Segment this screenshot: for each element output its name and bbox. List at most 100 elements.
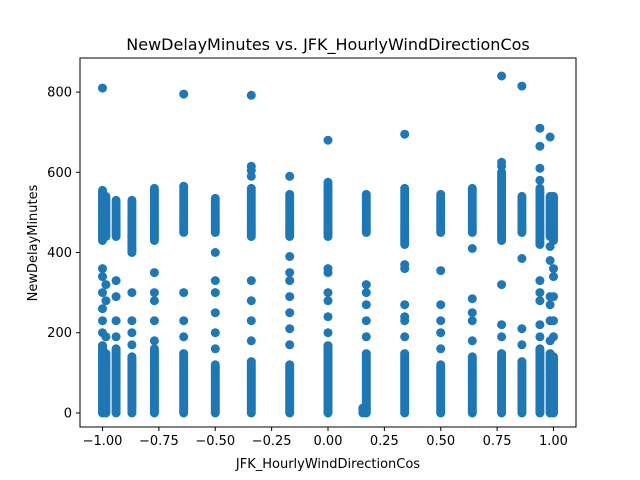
x-tick-label: 0.75 xyxy=(483,434,512,449)
data-point xyxy=(111,276,121,286)
data-point xyxy=(101,191,111,201)
data-point xyxy=(149,183,159,193)
data-point xyxy=(111,332,121,342)
data-point xyxy=(535,332,545,342)
data-point xyxy=(400,332,410,342)
data-point xyxy=(535,320,545,330)
data-point xyxy=(98,264,107,274)
data-point xyxy=(467,183,477,193)
data-point xyxy=(361,300,371,310)
data-point xyxy=(535,175,545,185)
data-point xyxy=(111,316,121,326)
data-point xyxy=(285,308,295,318)
data-point xyxy=(545,132,555,142)
data-point xyxy=(101,349,111,359)
data-point xyxy=(497,71,507,81)
data-point xyxy=(246,357,256,367)
data-point xyxy=(98,83,107,93)
data-point xyxy=(246,336,256,346)
data-point xyxy=(285,276,295,286)
data-point xyxy=(535,163,545,173)
x-tick-label: 0.50 xyxy=(426,434,455,449)
data-point xyxy=(361,332,371,342)
data-point xyxy=(179,316,189,326)
data-point xyxy=(111,195,121,205)
data-point xyxy=(323,135,333,145)
data-point xyxy=(179,181,189,191)
data-point xyxy=(436,360,446,370)
data-point xyxy=(549,272,558,282)
data-point xyxy=(467,336,477,346)
data-point xyxy=(285,324,295,334)
data-point xyxy=(436,189,446,199)
x-tick-label: 1.00 xyxy=(539,434,568,449)
data-point xyxy=(361,316,371,326)
data-point xyxy=(400,312,410,322)
data-point xyxy=(400,183,410,193)
data-point xyxy=(323,328,333,338)
data-point xyxy=(246,296,256,306)
x-tick-label: −0.25 xyxy=(252,434,292,449)
data-point xyxy=(467,244,477,253)
data-point xyxy=(535,141,545,151)
data-point xyxy=(467,352,477,362)
x-axis-label: JFK_HourlyWindDirectionCos xyxy=(235,457,420,472)
data-point xyxy=(436,266,446,276)
data-point xyxy=(400,260,410,270)
y-tick-label: 200 xyxy=(47,326,72,341)
data-point xyxy=(436,344,446,354)
data-point xyxy=(98,272,107,282)
data-point xyxy=(285,171,295,181)
data-point xyxy=(535,276,545,286)
data-point xyxy=(549,332,558,342)
data-point xyxy=(111,292,121,302)
y-axis-ticks: 0 200 400 600 800 xyxy=(47,86,80,421)
data-point xyxy=(285,292,295,302)
chart-title: NewDelayMinutes vs. JFK_HourlyWindDirect… xyxy=(126,35,529,55)
data-point xyxy=(535,288,545,298)
data-point xyxy=(400,349,410,359)
y-tick-label: 800 xyxy=(47,86,72,101)
data-point xyxy=(127,352,137,362)
data-point xyxy=(535,183,545,193)
data-point xyxy=(127,288,137,298)
data-point xyxy=(549,191,558,201)
data-point xyxy=(111,344,121,354)
data-point xyxy=(127,328,137,338)
data-point xyxy=(497,157,507,167)
data-point xyxy=(323,296,333,306)
data-point xyxy=(101,296,111,306)
y-tick-label: 0 xyxy=(64,406,72,421)
data-point xyxy=(323,264,333,274)
x-tick-label: −0.50 xyxy=(195,434,235,449)
data-point xyxy=(101,280,111,290)
data-point xyxy=(179,89,189,99)
data-point xyxy=(127,195,137,205)
data-point xyxy=(210,344,220,354)
data-point xyxy=(467,308,477,318)
data-point xyxy=(467,294,477,304)
x-tick-label: 0.25 xyxy=(370,434,399,449)
data-point xyxy=(101,332,111,342)
data-point xyxy=(149,344,159,354)
data-point xyxy=(517,191,527,201)
data-point xyxy=(497,320,507,330)
data-point xyxy=(467,316,477,326)
data-point xyxy=(323,312,333,322)
data-point xyxy=(179,288,189,298)
data-point xyxy=(98,341,107,351)
data-point xyxy=(497,332,507,342)
x-tick-label: −0.75 xyxy=(139,434,179,449)
data-point xyxy=(549,264,558,274)
data-point xyxy=(246,90,256,100)
x-tick-label: 0.00 xyxy=(314,434,343,449)
x-tick-label: −1.00 xyxy=(83,434,123,449)
data-point xyxy=(549,352,558,362)
data-point xyxy=(323,288,333,298)
data-point xyxy=(246,316,256,326)
data-point xyxy=(517,254,527,263)
data-point xyxy=(246,161,256,171)
data-point xyxy=(98,304,107,314)
data-point xyxy=(179,332,189,342)
x-axis-ticks: −1.00 −0.75 −0.50 −0.25 0.00 0.25 0.50 0.75 1.00 xyxy=(83,427,568,449)
